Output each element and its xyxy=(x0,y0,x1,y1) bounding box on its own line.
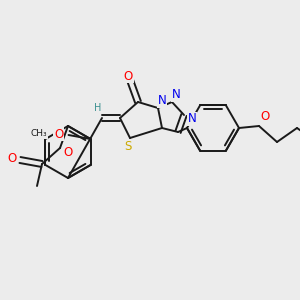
Text: N: N xyxy=(188,112,196,125)
Text: O: O xyxy=(8,152,16,166)
Text: O: O xyxy=(123,70,133,83)
Text: O: O xyxy=(63,146,73,158)
Text: CH₃: CH₃ xyxy=(30,130,47,139)
Text: N: N xyxy=(158,94,166,107)
Text: S: S xyxy=(124,140,132,152)
Text: O: O xyxy=(54,128,63,140)
Text: H: H xyxy=(94,103,102,113)
Text: O: O xyxy=(260,110,270,122)
Text: N: N xyxy=(172,88,180,101)
